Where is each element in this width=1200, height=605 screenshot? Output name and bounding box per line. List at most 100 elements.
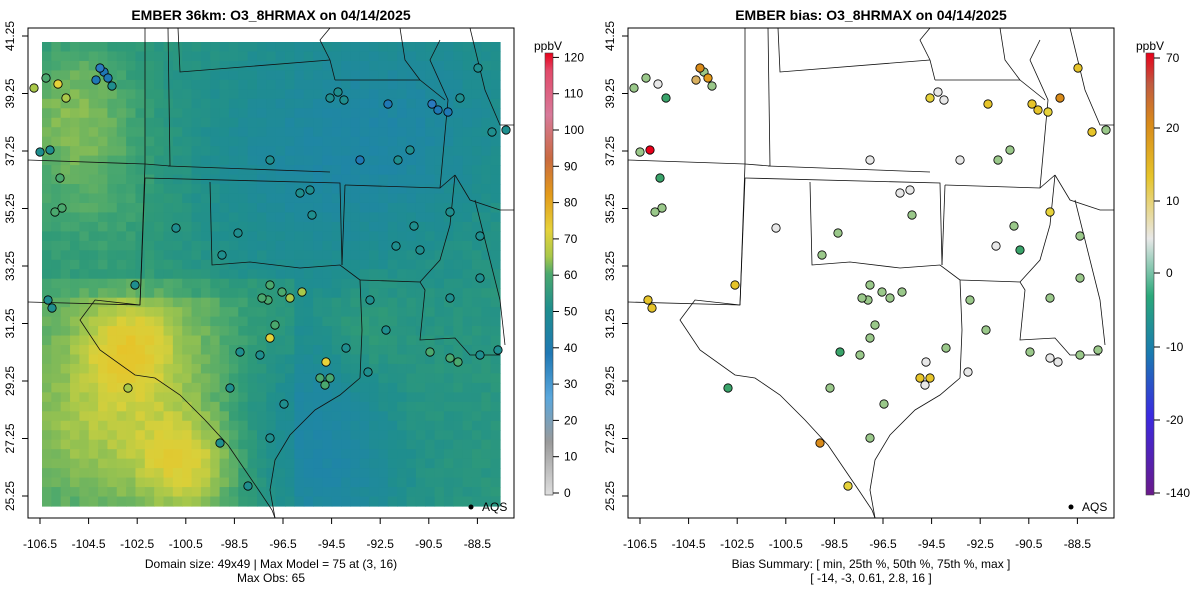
aqs-station bbox=[433, 105, 443, 115]
colorbar-tick-label: 40 bbox=[564, 341, 578, 355]
aqs-station-bias bbox=[1073, 63, 1083, 73]
aqs-station-bias bbox=[939, 95, 949, 105]
aqs-station bbox=[233, 228, 243, 238]
aqs-legend-label: AQS bbox=[482, 500, 507, 514]
aqs-station bbox=[445, 293, 455, 303]
state-border bbox=[419, 174, 456, 283]
aqs-station bbox=[123, 383, 133, 393]
aqs-station-bias bbox=[1005, 145, 1015, 155]
aqs-station-bias bbox=[657, 203, 667, 213]
aqs-station bbox=[320, 380, 330, 390]
bias-colorbar-ticks: -140 -20 -10 0 10 20 70 bbox=[1154, 51, 1190, 500]
left-title: EMBER 36km: O3_8HRMAX on 04/14/2025 bbox=[131, 7, 411, 23]
aqs-station-bias bbox=[653, 79, 663, 89]
aqs-station-bias bbox=[1055, 93, 1065, 103]
aqs-station-bias bbox=[1009, 221, 1019, 231]
aqs-station bbox=[235, 347, 245, 357]
aqs-station bbox=[279, 399, 289, 409]
left-axes: -106.5 -104.5 -102.5 -100.5 -98.5 -96.5 -94.5 -… bbox=[3, 21, 491, 551]
aqs-station bbox=[409, 221, 419, 231]
aqs-station bbox=[277, 287, 287, 297]
state-border bbox=[919, 28, 931, 61]
y-tick-label: 33.25 bbox=[3, 251, 17, 281]
colorbar-tick-label: 0 bbox=[564, 486, 571, 500]
aqs-station-bias bbox=[825, 383, 835, 393]
aqs-station bbox=[493, 345, 503, 355]
aqs-station-bias bbox=[843, 481, 853, 491]
aqs-station-markers bbox=[29, 63, 511, 491]
state-borders bbox=[628, 28, 1114, 518]
y-tick-label: 39.25 bbox=[603, 78, 617, 108]
y-tick-label: 25.25 bbox=[3, 481, 17, 511]
aqs-station-bias bbox=[655, 173, 665, 183]
aqs-station bbox=[225, 383, 235, 393]
colorbar-tick-label: 30 bbox=[564, 377, 578, 391]
colorbar-tick-label: 10 bbox=[564, 450, 578, 464]
x-tick-label: -98.5 bbox=[221, 537, 249, 551]
aqs-station bbox=[285, 293, 295, 303]
colorbar-tick-label: 80 bbox=[564, 196, 578, 210]
state-border bbox=[999, 28, 1021, 81]
aqs-station-bias bbox=[963, 367, 973, 377]
aqs-station bbox=[55, 173, 65, 183]
x-tick-label: -88.5 bbox=[464, 537, 492, 551]
state-border bbox=[469, 28, 514, 126]
aqs-station-bias bbox=[771, 223, 781, 233]
state-border bbox=[329, 59, 336, 81]
state-border bbox=[399, 28, 421, 81]
aqs-station bbox=[50, 207, 60, 217]
aqs-station bbox=[41, 73, 51, 83]
aqs-station bbox=[455, 93, 465, 103]
aqs-station bbox=[295, 188, 305, 198]
right-colorbar-unit: ppbV bbox=[1136, 39, 1164, 53]
aqs-station bbox=[35, 147, 45, 157]
x-tick-label: -92.5 bbox=[967, 537, 995, 551]
state-border bbox=[739, 177, 746, 306]
aqs-station bbox=[255, 350, 265, 360]
aqs-station-bias bbox=[991, 241, 1001, 251]
aqs-station-bias bbox=[877, 287, 887, 297]
aqs-station-bias bbox=[645, 145, 655, 155]
aqs-station-bias bbox=[865, 280, 875, 290]
aqs-station bbox=[363, 367, 373, 377]
aqs-station-bias bbox=[1015, 245, 1025, 255]
colorbar-tick-label: 10 bbox=[1166, 194, 1180, 208]
model-colorbar-ticks: 0 10 20 30 40 50 60 70 80 90 100 110 120 bbox=[553, 50, 584, 500]
x-tick-label: -94.5 bbox=[918, 537, 946, 551]
bias-colorbar bbox=[1145, 52, 1155, 496]
aqs-station bbox=[43, 295, 53, 305]
state-border bbox=[474, 199, 506, 346]
aqs-station-bias bbox=[629, 83, 639, 93]
state-border bbox=[767, 165, 931, 173]
aqs-station bbox=[325, 93, 335, 103]
colorbar-tick-label: 100 bbox=[564, 123, 584, 137]
aqs-station-bias bbox=[885, 293, 895, 303]
aqs-station-bias bbox=[641, 73, 651, 83]
aqs-station bbox=[391, 241, 401, 251]
aqs-station-bias bbox=[650, 207, 660, 217]
y-tick-label: 35.25 bbox=[603, 193, 617, 223]
state-border bbox=[429, 39, 449, 189]
aqs-station bbox=[171, 223, 181, 233]
state-border bbox=[744, 177, 943, 266]
left-footer-domain: Domain size: 49x49 | Max Model = 75 at (… bbox=[145, 557, 397, 571]
state-border bbox=[1029, 39, 1049, 189]
x-tick-label: -88.5 bbox=[1064, 537, 1092, 551]
aqs-station-bias bbox=[897, 287, 907, 297]
right-legend: AQS bbox=[1068, 500, 1107, 514]
aqs-station bbox=[445, 207, 455, 217]
colorbar-tick-label: 70 bbox=[1166, 51, 1180, 65]
aqs-station-bias bbox=[865, 433, 875, 443]
y-tick-label: 41.25 bbox=[3, 21, 17, 51]
aqs-station-bias bbox=[1053, 357, 1063, 367]
model-colorbar bbox=[544, 52, 554, 496]
aqs-station-bias bbox=[817, 250, 827, 260]
aqs-station bbox=[243, 481, 253, 491]
aqs-station bbox=[315, 373, 325, 383]
aqs-station bbox=[443, 107, 453, 117]
state-border bbox=[929, 59, 936, 81]
aqs-station bbox=[265, 433, 275, 443]
right-plot-frame bbox=[627, 27, 1115, 519]
aqs-station-bias bbox=[895, 188, 905, 198]
